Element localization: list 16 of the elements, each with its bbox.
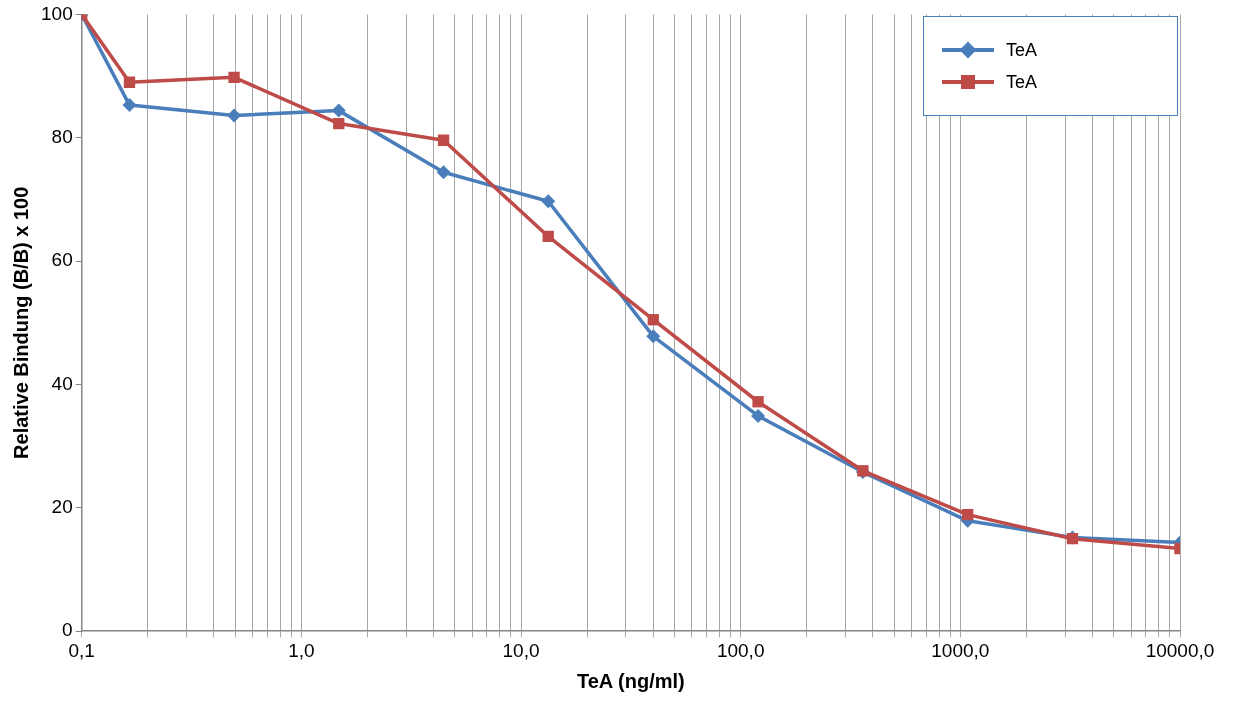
y-tick-label: 80 bbox=[51, 125, 73, 147]
x-tick-label: 1,0 bbox=[288, 639, 315, 661]
y-tick-label: 40 bbox=[51, 372, 73, 394]
x-tick-label: 100,0 bbox=[716, 639, 765, 661]
y-tick-label: 0 bbox=[62, 619, 73, 641]
y-tick-label: 20 bbox=[51, 496, 73, 518]
x-tick-label: 1000,0 bbox=[931, 639, 990, 661]
y-axis-title: Relative Bindung (B/B) x 100 bbox=[9, 186, 32, 459]
legend-label: TeA bbox=[1006, 39, 1038, 61]
y-tick-label: 100 bbox=[41, 2, 73, 24]
x-tick-label: 10,0 bbox=[502, 639, 540, 661]
x-axis-title: TeA (ng/ml) bbox=[576, 669, 685, 692]
x-tick-label: 0,1 bbox=[68, 639, 95, 661]
legend-label: TeA bbox=[1006, 71, 1038, 93]
x-tick-label: 10000,0 bbox=[1145, 639, 1215, 661]
y-tick-label: 60 bbox=[51, 249, 73, 271]
